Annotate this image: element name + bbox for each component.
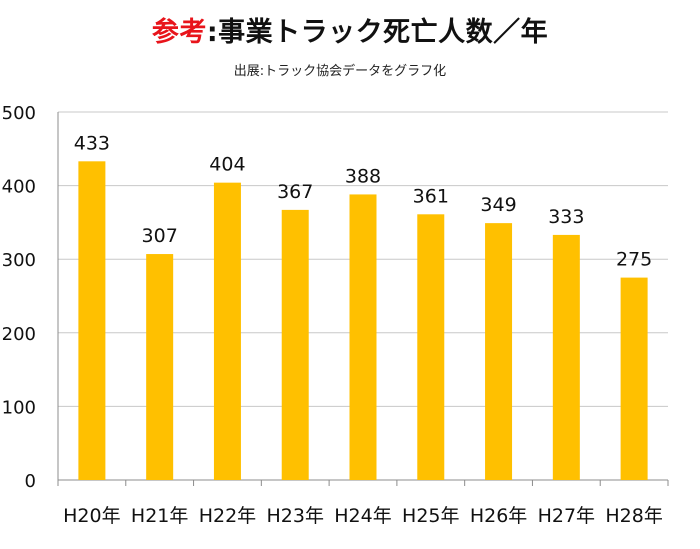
x-tick-label: H27年: [538, 505, 595, 527]
data-label: 361: [413, 185, 449, 207]
bar: [281, 209, 309, 480]
data-label: 404: [209, 154, 245, 176]
bar: [485, 223, 513, 481]
chart-subtitle: 出展:トラック協会データをグラフ化: [233, 64, 447, 79]
data-label: 433: [74, 132, 110, 154]
bar: [78, 161, 106, 480]
x-tick-label: H26年: [470, 505, 527, 527]
chart-title-prefix: 参考: [151, 17, 207, 48]
data-label: 367: [277, 181, 313, 203]
y-tick-label: 500: [2, 103, 36, 124]
bar: [213, 182, 241, 480]
y-tick-label: 200: [2, 324, 36, 345]
data-label: 307: [142, 225, 178, 247]
x-tick-label: H23年: [266, 505, 323, 527]
chart-title-main: 事業トラック死亡人数／年: [218, 17, 549, 48]
y-tick-label: 0: [25, 471, 36, 492]
bar: [146, 254, 174, 480]
bar: [417, 214, 445, 480]
x-tick-label: H20年: [63, 505, 120, 527]
x-tick-label: H21年: [131, 505, 188, 527]
data-label: 349: [480, 194, 516, 216]
x-tick-label: H25年: [402, 505, 459, 527]
x-tick-label: H28年: [605, 505, 662, 527]
y-tick-label: 100: [2, 397, 36, 418]
data-label: 275: [616, 249, 652, 271]
data-label: 333: [548, 206, 584, 228]
x-tick-label: H22年: [199, 505, 256, 527]
chart-title-separator: :: [206, 17, 219, 48]
x-tick-label: H24年: [334, 505, 391, 527]
chart-title: 参考:事業トラック死亡人数／年: [0, 10, 700, 49]
bar: [349, 194, 377, 480]
data-label: 388: [345, 165, 381, 187]
bar: [620, 277, 648, 480]
bar: [552, 234, 580, 480]
y-tick-label: 300: [2, 250, 36, 271]
y-tick-label: 400: [2, 177, 36, 198]
